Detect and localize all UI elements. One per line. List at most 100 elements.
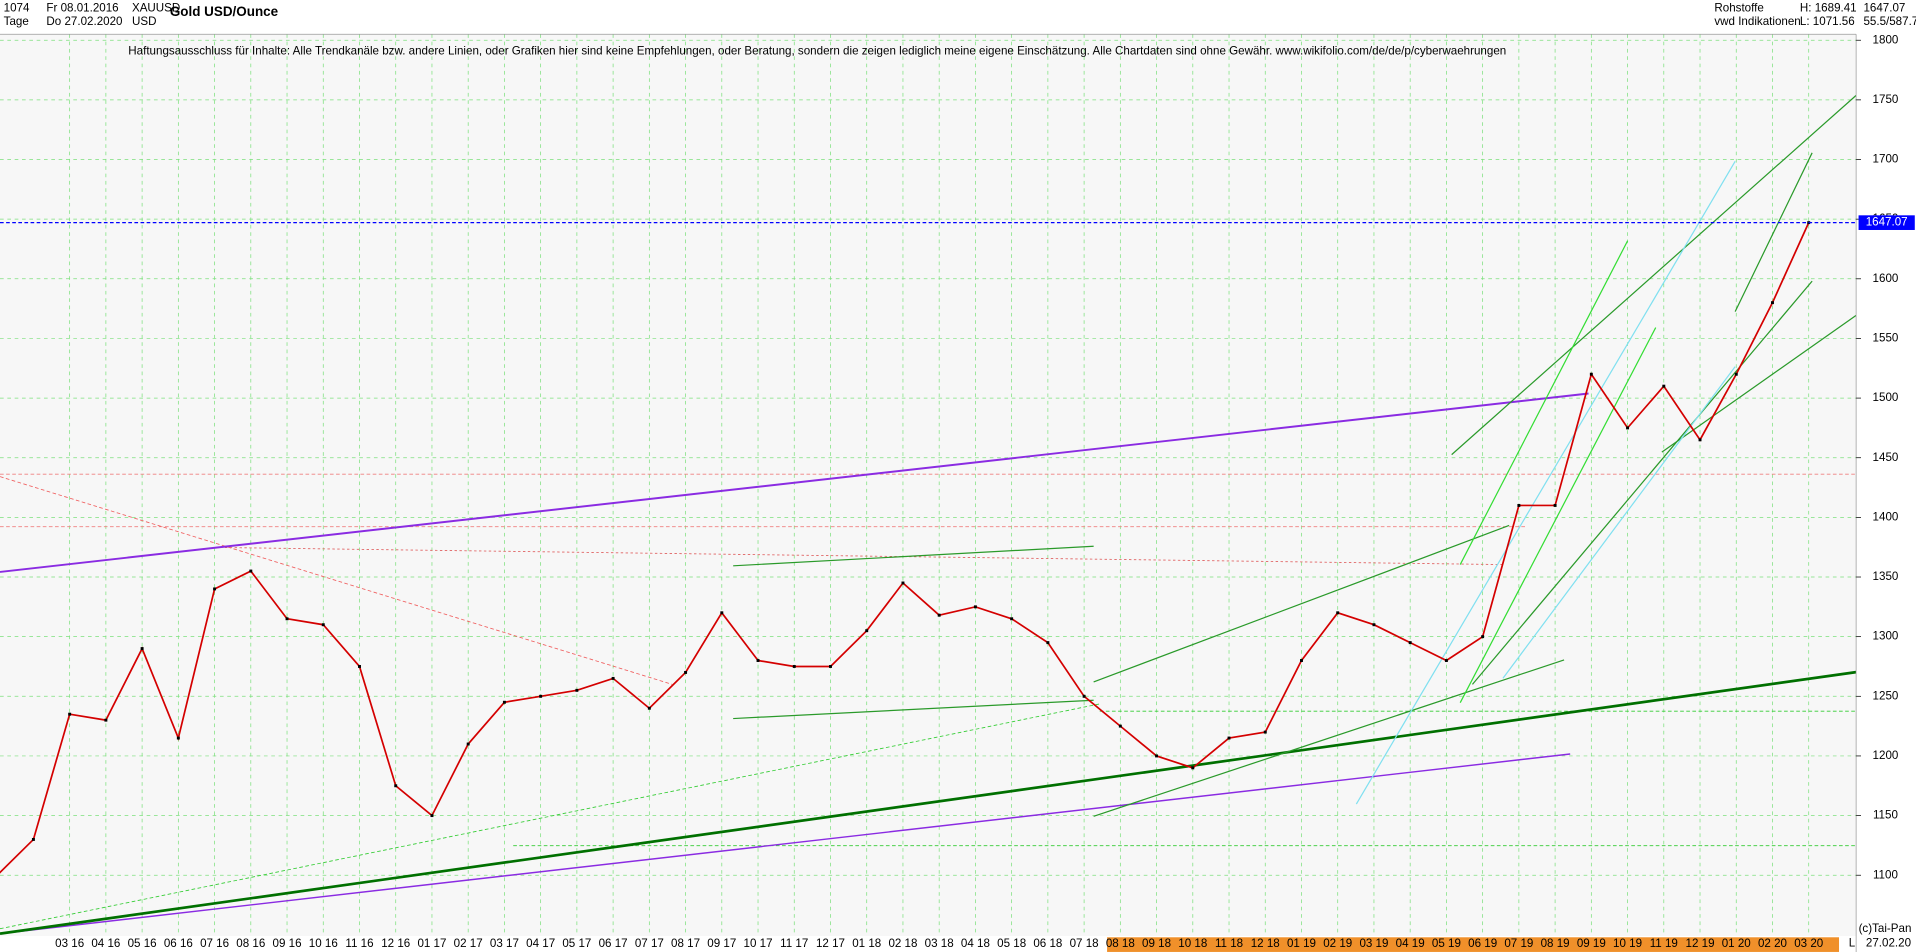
- y-tick-label: 1350: [1873, 570, 1899, 583]
- price-point: [1191, 766, 1195, 770]
- x-axis-highlight: [1107, 937, 1840, 952]
- x-tick-label: 01 18: [852, 937, 881, 950]
- price-point: [647, 706, 651, 710]
- x-tick-label: 06 16: [164, 937, 193, 950]
- price-point: [720, 611, 724, 615]
- x-tick-label: 10 17: [744, 937, 773, 950]
- x-tick-label: 09 16: [273, 937, 302, 950]
- x-tick-label: 04 16: [91, 937, 120, 950]
- x-tick-label: 09 17: [707, 937, 736, 950]
- price-point: [1082, 694, 1086, 698]
- price-point: [140, 647, 144, 651]
- price-point: [756, 659, 760, 662]
- price-point: [1010, 617, 1014, 621]
- x-tick-label: 12 17: [816, 937, 845, 950]
- price-point: [901, 581, 905, 585]
- x-tick-label: 03 16: [55, 937, 84, 950]
- footer-date: 27.02.20: [1866, 936, 1911, 949]
- header-currency: USD: [132, 15, 156, 28]
- trendline: [219, 547, 1503, 566]
- price-point: [1118, 724, 1122, 728]
- footer-left: L: [1849, 936, 1856, 949]
- x-tick-label: 12 18: [1251, 937, 1280, 950]
- x-tick-label: 08 19: [1541, 937, 1570, 950]
- price-point: [466, 742, 470, 746]
- header-period: Tage: [4, 15, 29, 28]
- y-tick-label: 1700: [1873, 153, 1899, 166]
- price-point: [213, 587, 217, 591]
- price-point: [1626, 426, 1630, 430]
- x-tick-label: 05 18: [997, 937, 1026, 950]
- x-tick-label: 03 17: [490, 937, 519, 950]
- x-tick-label: 02 20: [1758, 937, 1787, 950]
- x-tick-label: 06 18: [1033, 937, 1062, 950]
- y-tick-label: 1300: [1873, 630, 1899, 643]
- price-point: [684, 670, 688, 674]
- x-tick-label: 12 19: [1686, 937, 1715, 950]
- price-point: [285, 617, 289, 621]
- x-tick-label: 08 18: [1106, 937, 1135, 950]
- header-high: H: 1689.41: [1800, 2, 1857, 15]
- x-tick-label: 05 16: [128, 937, 157, 950]
- x-tick-label: 08 16: [236, 937, 265, 950]
- x-tick-label: 03 18: [925, 937, 954, 950]
- price-point: [1227, 736, 1231, 740]
- price-point: [865, 629, 869, 633]
- price-point: [1444, 659, 1448, 662]
- price-point: [792, 665, 796, 668]
- header-low: L: 1071.56: [1800, 15, 1855, 28]
- y-tick-label: 1200: [1873, 749, 1899, 762]
- x-tick-label: 04 17: [526, 937, 555, 950]
- x-tick-label: 07 19: [1504, 937, 1533, 950]
- price-point: [430, 814, 434, 818]
- header-start: Fr 08.01.2016: [46, 2, 118, 15]
- y-tick-label: 1750: [1873, 93, 1899, 106]
- x-tick-label: 10 19: [1613, 937, 1642, 950]
- price-point: [1336, 611, 1340, 615]
- x-tick-label: 05 19: [1432, 937, 1461, 950]
- last-price-label: 1647.07: [1866, 216, 1908, 229]
- header-last: 1647.07: [1863, 2, 1905, 15]
- y-tick-label: 1400: [1873, 510, 1899, 523]
- x-tick-label: 09 19: [1577, 937, 1606, 950]
- x-tick-label: 06 17: [599, 937, 628, 950]
- y-tick-label: 1150: [1873, 809, 1898, 822]
- price-point: [1771, 301, 1774, 305]
- x-tick-label: 07 17: [635, 937, 664, 950]
- x-tick-label: 11 19: [1650, 937, 1678, 950]
- price-point: [1517, 503, 1521, 507]
- last-price-box: [1858, 215, 1915, 230]
- y-tick-label: 1500: [1873, 391, 1899, 404]
- price-point: [1553, 503, 1557, 507]
- trendline: [0, 476, 673, 685]
- price-point: [31, 837, 35, 841]
- trendline: [1471, 280, 1813, 685]
- x-tick-label: 09 18: [1142, 937, 1171, 950]
- price-point: [973, 605, 977, 609]
- trendline: [1459, 327, 1657, 703]
- header-scale: 55.5/587.7: [1863, 15, 1916, 28]
- price-point: [1263, 730, 1267, 734]
- trendline: [0, 392, 1589, 573]
- y-tick-label: 1100: [1873, 868, 1898, 881]
- x-tick-label: 02 18: [888, 937, 917, 950]
- trendline: [0, 670, 1857, 935]
- y-tick-label: 1450: [1873, 451, 1899, 464]
- price-point: [1300, 659, 1303, 662]
- trendline: [0, 753, 1571, 935]
- price-point: [1046, 641, 1050, 645]
- x-tick-label: 08 17: [671, 937, 700, 950]
- chart-title: Gold USD/Ounce: [170, 4, 279, 19]
- x-tick-label: 06 19: [1468, 937, 1497, 950]
- x-tick-label: 02 19: [1323, 937, 1352, 950]
- price-point: [1372, 623, 1376, 627]
- x-tick-label: 03 20: [1794, 937, 1823, 950]
- price-point: [394, 784, 398, 788]
- header-count: 1074: [4, 2, 30, 15]
- price-point: [249, 569, 253, 573]
- y-tick-label: 1800: [1873, 33, 1899, 46]
- price-point: [611, 676, 615, 680]
- price-point: [176, 736, 180, 740]
- price-point: [1698, 438, 1702, 442]
